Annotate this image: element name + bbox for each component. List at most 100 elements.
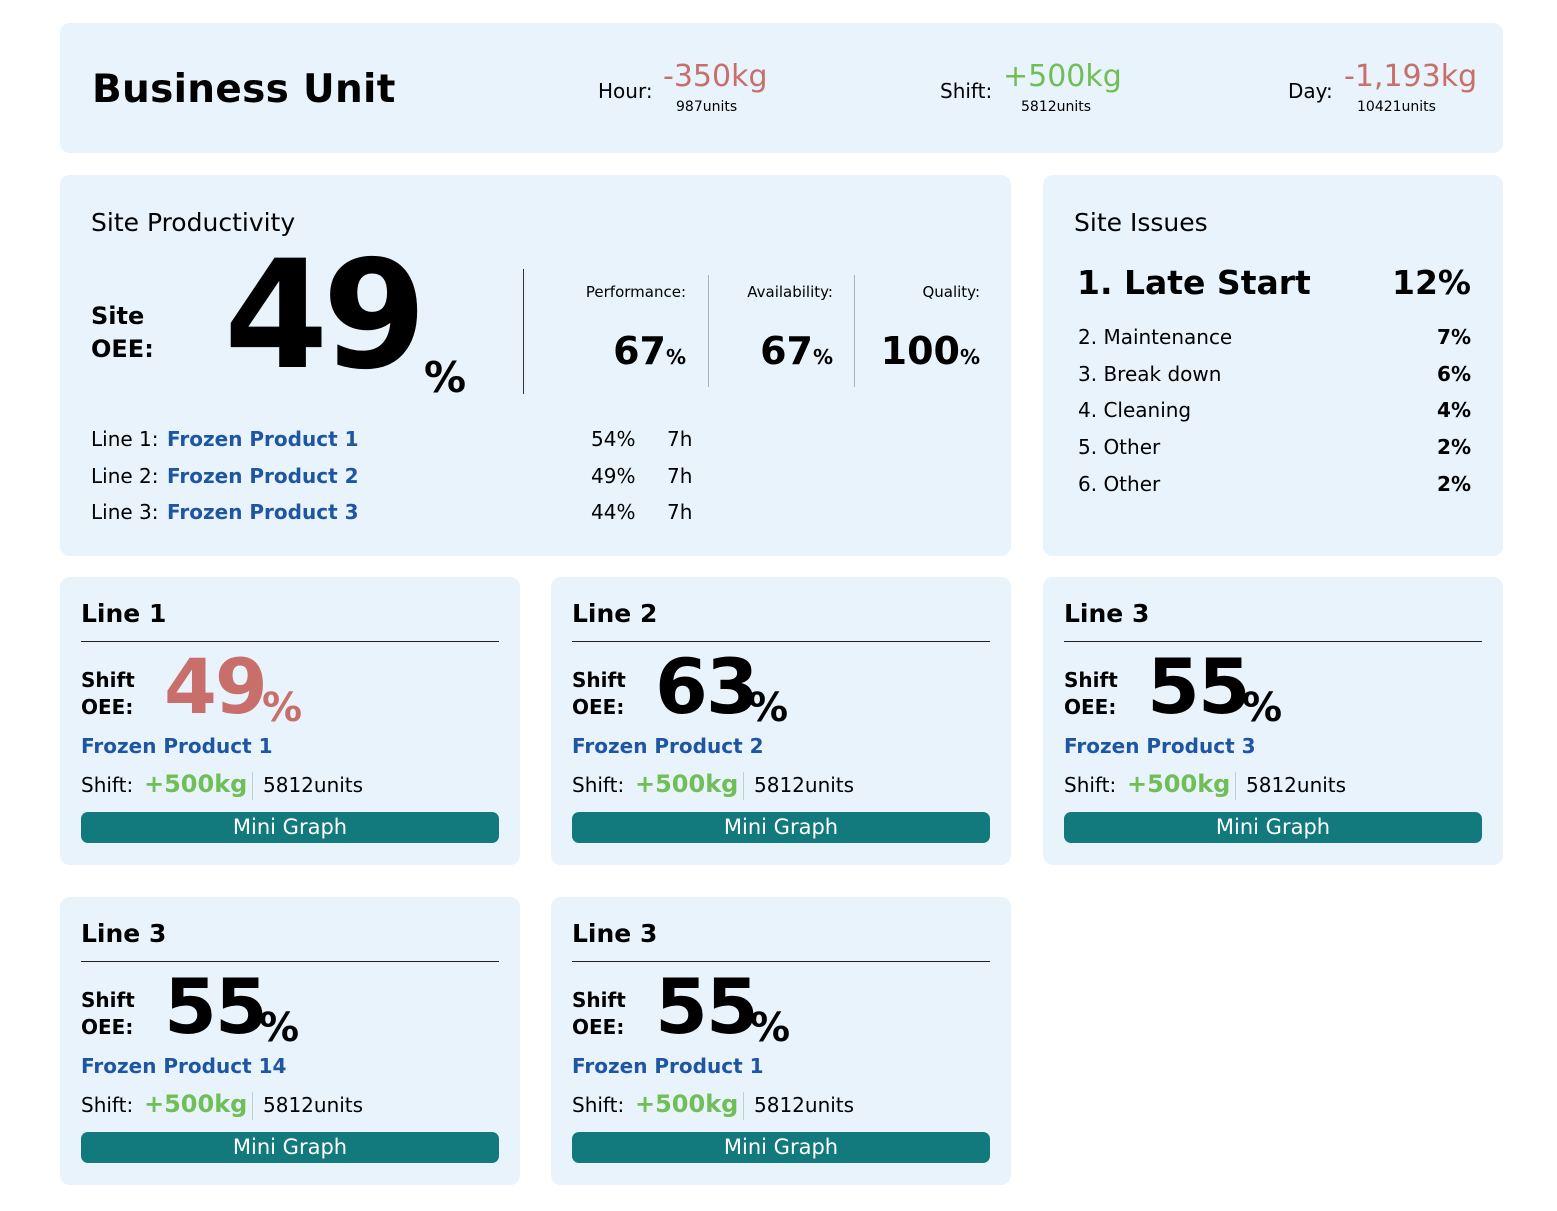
- line-card-product[interactable]: Frozen Product 1: [81, 734, 273, 758]
- line-card-units: 5812units: [1246, 773, 1347, 797]
- line-card-shift-value: +500kg: [635, 1090, 739, 1118]
- shift-oee-value: 55: [655, 962, 759, 1051]
- shift-oee-label-line1: Shift: [572, 668, 626, 692]
- line-card-product[interactable]: Frozen Product 3: [1064, 734, 1256, 758]
- line-card-separator: [743, 1092, 744, 1120]
- oee-divider: [523, 269, 524, 394]
- business-unit-header: Business Unit Hour: -350kg 987units Shif…: [60, 23, 1503, 153]
- issue-pct: 7%: [1437, 325, 1471, 349]
- shift-units: 5812units: [1021, 99, 1092, 115]
- line-card-product[interactable]: Frozen Product 14: [81, 1054, 287, 1078]
- line-card-units: 5812units: [263, 1093, 364, 1117]
- top-issue-label: 1. Late Start: [1077, 263, 1311, 302]
- line-card-units: 5812units: [263, 773, 364, 797]
- mini-graph-button[interactable]: Mini Graph: [572, 1132, 990, 1163]
- line-card-shift-label: Shift:: [81, 1093, 134, 1117]
- line-card-shift-label: Shift:: [572, 773, 625, 797]
- issue-pct: 6%: [1437, 362, 1471, 386]
- availability-value: 67%: [760, 329, 833, 373]
- day-label: Day:: [1288, 79, 1333, 103]
- line-card: Line 3 Shift OEE: 55 % Frozen Product 1 …: [551, 897, 1011, 1185]
- line-summary-row: Line 2: Frozen Product 2 49% 7h: [91, 464, 692, 488]
- line-card-title: Line 3: [81, 919, 167, 948]
- line-summary-pct: 44%: [591, 500, 636, 524]
- line-card-divider: [1064, 641, 1482, 642]
- line-summary-row: Line 3: Frozen Product 3 44% 7h: [91, 500, 692, 524]
- site-oee-label-line1: Site: [91, 302, 145, 330]
- issue-row: 5. Other 2%: [1078, 435, 1471, 461]
- line-card-units: 5812units: [754, 1093, 855, 1117]
- line-card-shift-label: Shift:: [1064, 773, 1117, 797]
- mini-graph-button[interactable]: Mini Graph: [572, 812, 990, 843]
- issue-label: 4. Cleaning: [1078, 398, 1192, 422]
- quality-unit: %: [959, 345, 980, 369]
- line-card-title: Line 1: [81, 599, 167, 628]
- line-card-divider: [572, 641, 990, 642]
- availability-unit: %: [812, 345, 833, 369]
- line-card-shift-label: Shift:: [572, 1093, 625, 1117]
- line-summary-pct: 49%: [591, 464, 636, 488]
- line-card: Line 3 Shift OEE: 55 % Frozen Product 14…: [60, 897, 520, 1185]
- issue-pct: 2%: [1437, 435, 1471, 459]
- issue-pct: 2%: [1437, 472, 1471, 496]
- performance-value: 67%: [613, 329, 686, 373]
- line-card-separator: [252, 772, 253, 800]
- shift-oee-label-line2: OEE:: [1064, 695, 1117, 719]
- issue-label: 6. Other: [1078, 472, 1161, 496]
- line-card-shift-value: +500kg: [635, 770, 739, 798]
- mini-graph-button[interactable]: Mini Graph: [81, 812, 499, 843]
- line-summary-hours: 7h: [667, 500, 693, 524]
- quality-number: 100: [880, 329, 960, 373]
- line-card-title: Line 2: [572, 599, 658, 628]
- line-card-separator: [743, 772, 744, 800]
- shift-oee-label-line1: Shift: [1064, 668, 1118, 692]
- line-summary-hours: 7h: [667, 464, 693, 488]
- line-card-divider: [572, 961, 990, 962]
- shift-oee-unit: %: [748, 685, 789, 731]
- issue-row: 6. Other 2%: [1078, 472, 1471, 498]
- mini-graph-button[interactable]: Mini Graph: [1064, 812, 1482, 843]
- shift-oee-label: Shift OEE:: [1064, 667, 1118, 721]
- day-units: 10421units: [1357, 99, 1436, 115]
- shift-oee-label: Shift OEE:: [81, 667, 135, 721]
- top-issue-pct: 12%: [1392, 263, 1471, 302]
- quality-value: 100%: [881, 329, 980, 373]
- shift-oee-label-line2: OEE:: [81, 695, 134, 719]
- site-productivity-title: Site Productivity: [91, 208, 296, 237]
- shift-oee-unit: %: [1242, 685, 1283, 731]
- shift-oee-label-line2: OEE:: [572, 1015, 625, 1039]
- shift-oee-value: 63: [655, 642, 759, 731]
- shift-oee-unit: %: [259, 1005, 300, 1051]
- line-summary-pct: 54%: [591, 427, 636, 451]
- issue-row: 3. Break down 6%: [1078, 362, 1471, 388]
- issue-row: 2. Maintenance 7%: [1078, 325, 1471, 351]
- line-card-title: Line 3: [1064, 599, 1150, 628]
- line-card-separator: [1235, 772, 1236, 800]
- availability-label: Availability:: [747, 283, 833, 301]
- mini-graph-button[interactable]: Mini Graph: [81, 1132, 499, 1163]
- line-summary-product[interactable]: Frozen Product 2: [167, 464, 359, 488]
- line-card-product[interactable]: Frozen Product 1: [572, 1054, 764, 1078]
- line-card-product[interactable]: Frozen Product 2: [572, 734, 764, 758]
- issue-label: 3. Break down: [1078, 362, 1222, 386]
- line-summary-label: Line 1:: [91, 427, 159, 451]
- line-card-divider: [81, 961, 499, 962]
- shift-oee-value: 55: [1147, 642, 1251, 731]
- site-issues-title: Site Issues: [1074, 208, 1208, 237]
- line-summary-product[interactable]: Frozen Product 1: [167, 427, 359, 451]
- performance-unit: %: [665, 345, 686, 369]
- site-issues-panel: Site Issues 1. Late Start 12% 2. Mainten…: [1043, 175, 1503, 556]
- line-card-shift-value: +500kg: [1127, 770, 1231, 798]
- line-summary-product[interactable]: Frozen Product 3: [167, 500, 359, 524]
- site-oee-label: Site OEE:: [91, 300, 154, 366]
- performance-label: Performance:: [585, 283, 686, 301]
- issue-pct: 4%: [1437, 398, 1471, 422]
- site-oee-label-line2: OEE:: [91, 335, 154, 363]
- shift-oee-label-line1: Shift: [81, 988, 135, 1012]
- issue-label: 5. Other: [1078, 435, 1161, 459]
- line-card-separator: [252, 1092, 253, 1120]
- line-card-shift-value: +500kg: [144, 1090, 248, 1118]
- line-card-shift-label: Shift:: [81, 773, 134, 797]
- shift-oee-label-line2: OEE:: [572, 695, 625, 719]
- line-summary-label: Line 2:: [91, 464, 159, 488]
